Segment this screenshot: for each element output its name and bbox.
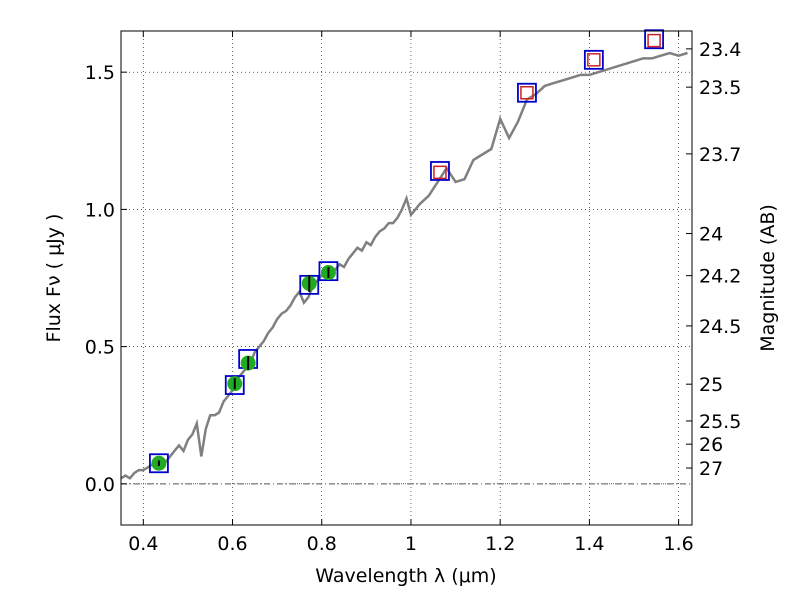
x-axis-label: Wavelength λ (μm) [315,565,496,587]
upper-limit-square [587,53,601,67]
plot-frame [120,30,693,526]
y-tick-label: 0.0 [85,474,115,496]
model-band-square [644,29,664,50]
y-tick-label: 1.0 [85,199,115,221]
x-axis-ticks: 0.4 0.6 0.8 1 1.2 1.4 1.6 [128,31,694,555]
model-band-square [149,453,169,474]
upper-limit-markers [433,33,661,180]
model-band-square [224,375,245,395]
magnitude-tick-label: 23.5 [699,77,741,99]
magnitude-tick-label: 25.5 [699,411,741,433]
y-tick-label: 1.5 [85,62,115,84]
model-band-square [583,49,604,70]
upper-limit-square [647,33,661,48]
y-tick-label: 0.5 [85,337,115,359]
upper-limit-square [520,86,534,100]
model-band-square [430,161,450,181]
x-tick-label: 0.4 [128,533,158,555]
x-tick-label: 1.2 [485,533,515,555]
observed-photometry-markers [151,265,336,471]
magnitude-tick-label: 25 [699,374,723,396]
x-tick-label: 1.4 [574,533,604,555]
magnitude-axis-label: Magnitude (AB) [757,204,779,352]
model-band-square [318,261,339,282]
y-axis-label: Flux Fν ( μJy ) [43,214,65,343]
x-tick-label: 0.6 [217,533,247,555]
magnitude-tick-label: 23.4 [699,39,741,61]
plot-background [121,31,692,525]
magnitude-tick-label: 24 [699,224,723,246]
x-tick-label: 1 [405,533,417,555]
model-band-square [517,82,537,103]
upper-limit-square [433,165,447,180]
magnitude-tick-label: 26 [699,434,723,456]
magnitude-tick-label: 23.7 [699,144,741,166]
magnitude-tick-label: 24.5 [699,316,741,338]
magnitude-tick-label: 24.2 [699,266,741,288]
x-tick-label: 0.8 [307,533,337,555]
y-axis-ticks: 0.0 0.5 1.0 1.5 [85,62,127,496]
magnitude-tick-label: 27 [699,458,723,480]
x-tick-label: 1.6 [664,533,694,555]
